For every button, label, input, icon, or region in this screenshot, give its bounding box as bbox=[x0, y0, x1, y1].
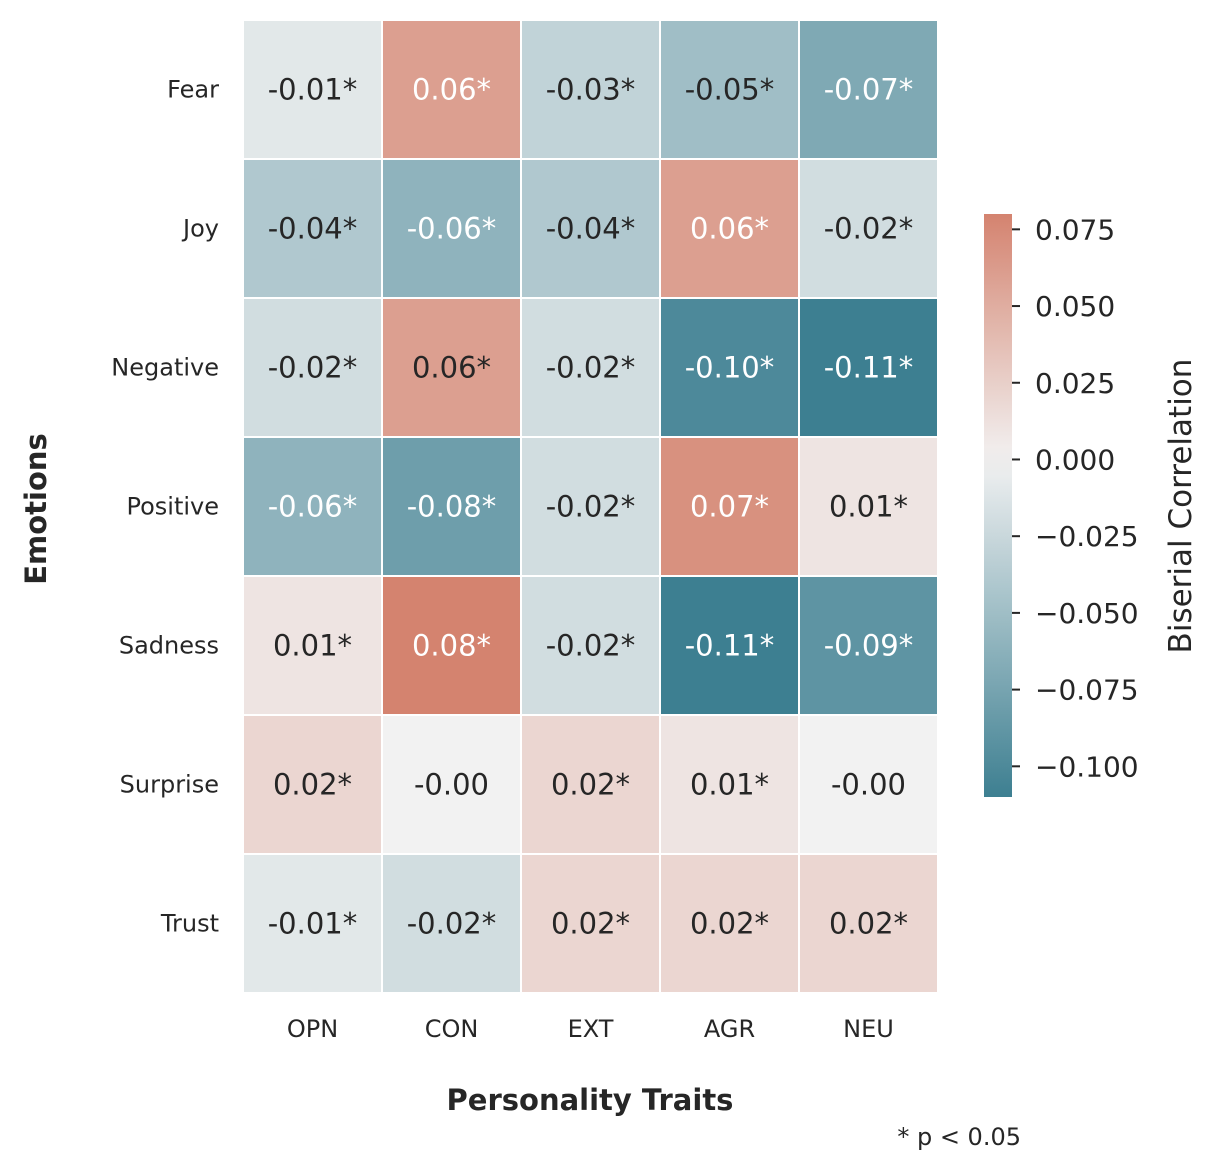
colorbar-tick-label: −0.050 bbox=[1035, 597, 1139, 630]
cell-annotation: 0.08* bbox=[412, 629, 491, 663]
heatmap-cell bbox=[381, 19, 522, 160]
heatmap-cell bbox=[659, 297, 800, 438]
heatmap-cell bbox=[242, 575, 383, 716]
heatmap-cell bbox=[520, 575, 661, 716]
heatmap-cell bbox=[381, 297, 522, 438]
x-tick-label: CON bbox=[425, 1015, 479, 1043]
cell-annotation: 0.01* bbox=[273, 629, 352, 663]
cell-annotation: 0.02* bbox=[829, 907, 908, 941]
cell-annotation: -0.00 bbox=[414, 768, 489, 802]
cell-annotation: -0.01* bbox=[268, 73, 358, 107]
y-tick-label: Positive bbox=[126, 493, 219, 521]
cell-annotation: -0.04* bbox=[268, 212, 358, 246]
cell-annotation: -0.02* bbox=[824, 212, 914, 246]
significance-note: * p < 0.05 bbox=[897, 1123, 1021, 1151]
cell-annotation: -0.07* bbox=[824, 73, 914, 107]
heatmap-cell bbox=[520, 158, 661, 299]
cell-annotation: -0.02* bbox=[546, 351, 636, 385]
heatmap-cell bbox=[520, 19, 661, 160]
cell-annotation: 0.02* bbox=[690, 907, 769, 941]
heatmap-cell bbox=[798, 158, 939, 299]
heatmap-cells: -0.01* 0.06* -0.03* -0.05* -0.07* -0.04* -0.06… bbox=[242, 19, 939, 994]
y-tick-label: Fear bbox=[167, 76, 219, 104]
heatmap-cell bbox=[798, 853, 939, 994]
x-axis-title: Personality Traits bbox=[447, 1083, 734, 1117]
cell-annotation: -0.06* bbox=[407, 212, 497, 246]
colorbar-tick-label: 0.050 bbox=[1035, 290, 1115, 323]
heatmap-cell bbox=[242, 436, 383, 577]
heatmap-cell bbox=[798, 436, 939, 577]
heatmap-cell bbox=[659, 853, 800, 994]
cell-annotation: -0.11* bbox=[685, 629, 775, 663]
colorbar-tick-label: 0.075 bbox=[1035, 213, 1115, 246]
cell-annotation: 0.01* bbox=[829, 490, 908, 524]
cell-annotation: -0.02* bbox=[407, 907, 497, 941]
heatmap-cell bbox=[381, 436, 522, 577]
colorbar-tick-label: −0.075 bbox=[1035, 674, 1139, 707]
cell-annotation: -0.02* bbox=[268, 351, 358, 385]
cell-annotation: 0.06* bbox=[690, 212, 769, 246]
cell-annotation: -0.02* bbox=[546, 490, 636, 524]
cell-annotation: -0.03* bbox=[546, 73, 636, 107]
x-tick-label: NEU bbox=[843, 1015, 894, 1043]
colorbar-tick-label: 0.025 bbox=[1035, 367, 1115, 400]
cell-annotation: -0.06* bbox=[268, 490, 358, 524]
colorbar-label: Biserial Correlation bbox=[1163, 359, 1199, 654]
cell-annotation: -0.10* bbox=[685, 351, 775, 385]
cell-annotation: 0.02* bbox=[273, 768, 352, 802]
cell-annotation: -0.04* bbox=[546, 212, 636, 246]
x-tick-label: EXT bbox=[568, 1015, 614, 1043]
heatmap-cell bbox=[381, 714, 522, 855]
colorbar-tick-label: 0.000 bbox=[1035, 443, 1115, 476]
heatmap-cell bbox=[798, 297, 939, 438]
heatmap-cell bbox=[242, 853, 383, 994]
y-tick-label: Joy bbox=[181, 215, 219, 243]
heatmap-cell bbox=[381, 575, 522, 716]
cell-annotation: -0.05* bbox=[685, 73, 775, 107]
cell-annotation: 0.06* bbox=[412, 73, 491, 107]
heatmap-cell bbox=[798, 714, 939, 855]
y-tick-label: Negative bbox=[111, 354, 219, 382]
heatmap-cell bbox=[520, 436, 661, 577]
x-tick-label: OPN bbox=[287, 1015, 338, 1043]
colorbar: 0.075 0.050 0.025 0.000 −0.025 −0.050 −0.075 −0… bbox=[984, 213, 1199, 797]
heatmap-cell bbox=[659, 714, 800, 855]
heatmap-cell bbox=[242, 158, 383, 299]
y-axis-title: Emotions bbox=[19, 433, 53, 585]
y-tick-labels: Fear Joy Negative Positive Sadness Surprise Tr… bbox=[111, 76, 219, 938]
colorbar-tick-label: −0.100 bbox=[1035, 750, 1139, 783]
cell-annotation: -0.02* bbox=[546, 629, 636, 663]
cell-annotation: 0.02* bbox=[551, 907, 630, 941]
colorbar-ticks: 0.075 0.050 0.025 0.000 −0.025 −0.050 −0.075 −0… bbox=[1012, 213, 1139, 783]
heatmap-cell bbox=[242, 19, 383, 160]
heatmap-cell bbox=[659, 436, 800, 577]
cell-annotation: 0.07* bbox=[690, 490, 769, 524]
cell-annotation: 0.02* bbox=[551, 768, 630, 802]
cell-annotation: -0.09* bbox=[824, 629, 914, 663]
x-tick-label: AGR bbox=[704, 1015, 755, 1043]
y-tick-label: Surprise bbox=[120, 771, 219, 799]
cell-annotation: -0.01* bbox=[268, 907, 358, 941]
cell-annotation: -0.08* bbox=[407, 490, 497, 524]
heatmap-cell bbox=[520, 714, 661, 855]
x-tick-labels: OPN CON EXT AGR NEU bbox=[287, 1015, 894, 1043]
cell-annotation: -0.00 bbox=[831, 768, 906, 802]
colorbar-tick-label: −0.025 bbox=[1035, 520, 1139, 553]
cell-annotation: 0.01* bbox=[690, 768, 769, 802]
heatmap-cell bbox=[798, 575, 939, 716]
cell-annotation: 0.06* bbox=[412, 351, 491, 385]
heatmap-cell bbox=[659, 19, 800, 160]
y-tick-label: Trust bbox=[160, 910, 219, 938]
cell-annotation: -0.11* bbox=[824, 351, 914, 385]
y-tick-label: Sadness bbox=[119, 632, 219, 660]
colorbar-bar bbox=[984, 214, 1012, 797]
